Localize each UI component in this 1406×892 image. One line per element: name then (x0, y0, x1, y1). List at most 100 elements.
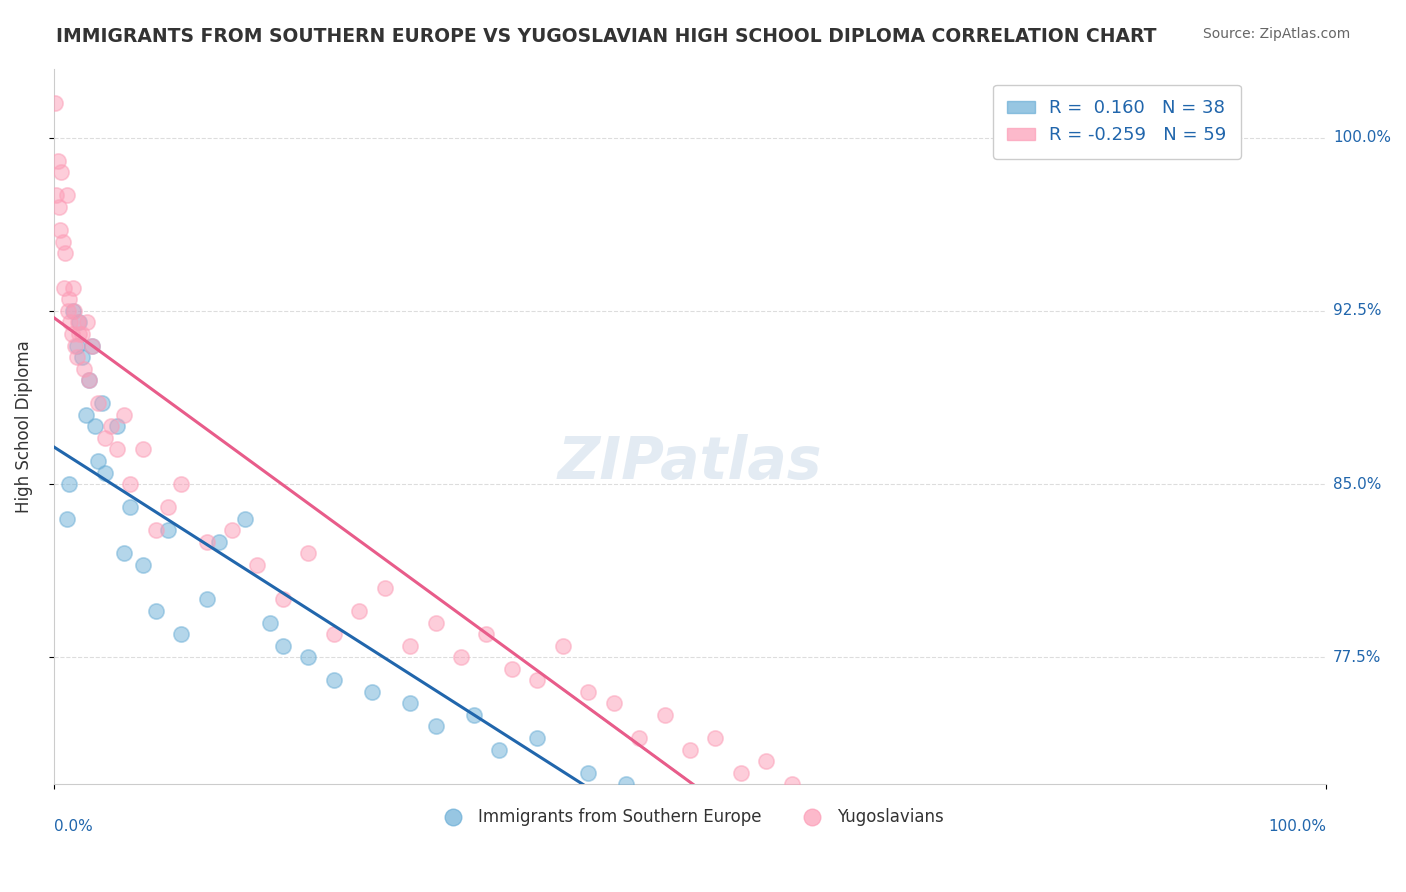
Point (65, 338, 87, 352)
Point (271, 639, 294, 653)
Text: 0.0%: 0.0% (53, 819, 93, 834)
Point (45, 188, 67, 202)
Point (49, 835, 72, 849)
Point (463, 707, 485, 722)
Point (53, 246, 76, 260)
Point (80, 338, 103, 352)
Point (59, 316, 82, 330)
Point (654, 789, 676, 803)
Point (704, 800, 727, 814)
Point (67, 326, 90, 341)
Point (132, 442, 155, 457)
Point (107, 442, 129, 457)
Point (58, 477, 80, 491)
Text: Source: ZipAtlas.com: Source: ZipAtlas.com (1202, 27, 1350, 41)
Point (488, 742, 510, 756)
Point (195, 534, 218, 549)
Point (107, 419, 129, 434)
Point (322, 627, 344, 641)
Point (157, 500, 180, 515)
Point (576, 685, 599, 699)
Point (399, 639, 422, 653)
Point (425, 719, 447, 733)
Point (76, 316, 98, 330)
Point (347, 604, 370, 618)
Point (654, 707, 676, 722)
Point (91, 396, 114, 410)
Point (145, 604, 167, 618)
Point (73, 361, 96, 376)
Point (576, 765, 599, 780)
Point (271, 592, 294, 607)
Text: IMMIGRANTS FROM SOUTHERN EUROPE VS YUGOSLAVIAN HIGH SCHOOL DIPLOMA CORRELATION C: IMMIGRANTS FROM SOUTHERN EUROPE VS YUGOS… (56, 27, 1157, 45)
Point (56, 304, 79, 318)
Point (704, 731, 727, 745)
Point (62, 304, 84, 318)
Point (246, 558, 269, 572)
Point (66, 338, 89, 352)
Point (75, 408, 97, 422)
Point (83, 419, 105, 434)
Point (145, 523, 167, 537)
Point (614, 777, 637, 791)
Point (322, 673, 344, 688)
Point (475, 627, 498, 641)
Text: 100.0%: 100.0% (1333, 130, 1391, 145)
Text: 77.5%: 77.5% (1333, 649, 1381, 665)
Point (730, 765, 752, 780)
Point (399, 697, 422, 711)
Point (87, 454, 110, 468)
Point (679, 742, 702, 756)
Point (526, 731, 548, 745)
Text: 85.0%: 85.0% (1333, 476, 1381, 491)
Point (450, 650, 472, 665)
Point (52, 235, 75, 249)
Point (259, 615, 281, 630)
Point (100, 419, 122, 434)
Point (93, 466, 115, 480)
Point (208, 534, 231, 549)
Point (551, 639, 574, 653)
Point (70, 350, 93, 364)
Point (602, 697, 624, 711)
Point (46, 153, 69, 168)
Point (80, 338, 103, 352)
Text: 92.5%: 92.5% (1333, 303, 1382, 318)
Point (374, 581, 396, 595)
Point (221, 523, 243, 537)
Point (170, 477, 193, 491)
Point (60, 326, 83, 341)
Point (66, 350, 89, 364)
Point (66, 316, 89, 330)
Point (755, 754, 778, 768)
Point (67, 316, 90, 330)
Text: ZIPatlas: ZIPatlas (558, 434, 823, 491)
Point (49, 223, 72, 237)
Point (233, 511, 256, 525)
Point (93, 431, 115, 445)
Point (628, 731, 651, 745)
Point (120, 477, 142, 491)
Point (120, 500, 142, 515)
Point (112, 408, 135, 422)
Point (157, 523, 180, 537)
Point (425, 615, 447, 630)
Point (501, 662, 523, 676)
Point (132, 558, 155, 572)
Point (63, 304, 86, 318)
Point (170, 627, 193, 641)
Point (44, 96, 66, 111)
Y-axis label: High School Diploma: High School Diploma (15, 340, 32, 513)
Point (297, 650, 319, 665)
Point (48, 200, 70, 214)
Point (780, 777, 803, 791)
Point (62, 281, 84, 295)
Point (70, 326, 93, 341)
Point (361, 685, 384, 699)
Point (53, 281, 76, 295)
Point (55, 511, 77, 525)
Point (51, 165, 73, 179)
Point (79, 373, 101, 387)
Point (526, 673, 548, 688)
Point (112, 546, 135, 560)
